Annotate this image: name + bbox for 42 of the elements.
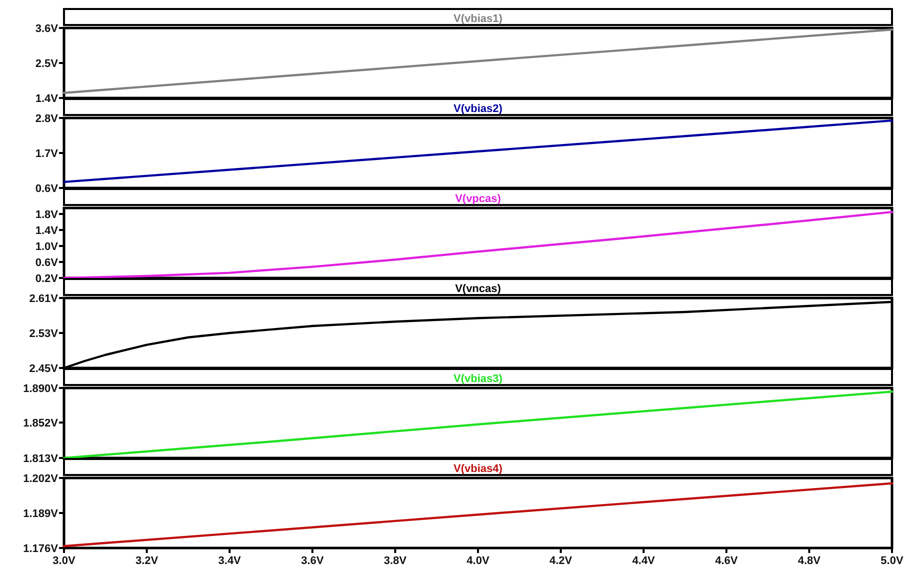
y-tick-label: 1.4V [35, 93, 59, 105]
chart-title: V(vbias3) [454, 373, 503, 385]
y-tick-label: 3.6V [35, 23, 59, 35]
x-tick-label: 4.2V [549, 555, 573, 567]
x-tick-label: 4.8V [798, 555, 822, 567]
y-tick-label: 2.61V [29, 293, 59, 305]
chart-title: V(vpcas) [455, 193, 502, 205]
y-tick-label: 0.2V [35, 273, 59, 285]
line-series [62, 28, 894, 94]
x-tick-label: 4.0V [466, 555, 490, 567]
x-tick-label: 3.6V [301, 555, 324, 567]
y-tick-label: 1.4V [35, 225, 59, 237]
x-tick-label: 5.0V [880, 555, 904, 567]
y-tick-label: 2.8V [35, 113, 59, 125]
y-tick-label: 1.202V [23, 473, 59, 485]
y-tick-label: 2.53V [29, 328, 59, 340]
y-tick-label: 1.852V [23, 418, 59, 430]
y-tick-label: 2.5V [35, 58, 59, 70]
x-tick-label: 3.8V [384, 555, 408, 567]
x-tick-label: 3.0V [52, 555, 76, 567]
y-tick-label: 1.813V [23, 453, 59, 465]
line-series [62, 210, 894, 280]
chart-title: V(vncas) [455, 283, 502, 295]
y-tick-label: 0.6V [35, 257, 59, 269]
chart-title: V(vbias4) [454, 463, 503, 475]
y-tick-label: 1.189V [23, 508, 59, 520]
y-tick-label: 1.7V [35, 148, 59, 160]
line-series [62, 390, 894, 460]
x-tick-label: 4.4V [632, 555, 656, 567]
y-tick-label: 1.8V [35, 209, 59, 221]
line-series [62, 482, 894, 548]
y-tick-label: 1.0V [35, 241, 59, 253]
y-tick-label: 0.6V [35, 183, 59, 195]
y-tick-label: 2.45V [29, 363, 59, 375]
x-tick-label: 3.4V [218, 555, 242, 567]
chart-title: V(vbias1) [454, 13, 503, 25]
y-tick-label: 1.890V [23, 383, 59, 395]
y-tick-label: 1.176V [23, 543, 59, 555]
x-tick-label: 4.6V [715, 555, 738, 567]
line-series [62, 119, 894, 184]
chart-title: V(vbias2) [454, 103, 503, 115]
x-tick-label: 3.2V [135, 555, 159, 567]
